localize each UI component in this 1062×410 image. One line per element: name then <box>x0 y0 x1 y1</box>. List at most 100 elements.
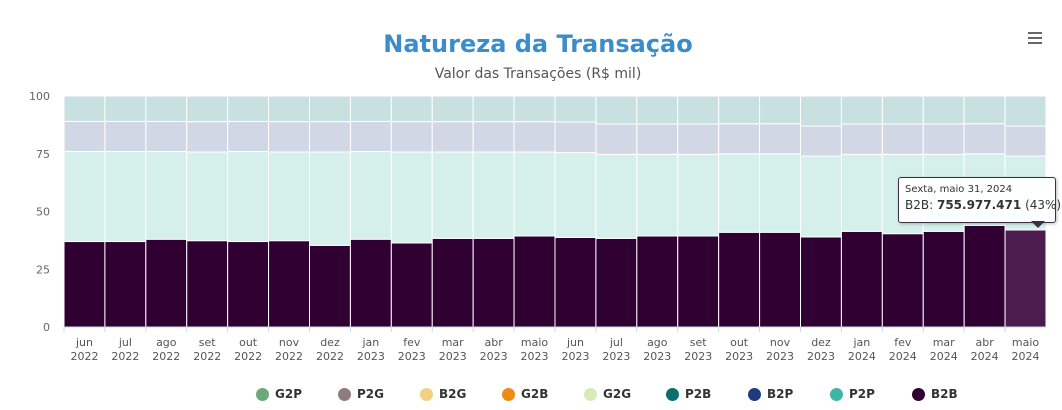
tooltip-value: 755.977.471 <box>936 198 1022 212</box>
x-tick-label-month: jul <box>609 336 623 349</box>
legend-label: P2G <box>357 387 384 401</box>
x-tick-label-year: 2022 <box>70 350 98 363</box>
bar-b2p <box>145 120 188 152</box>
x-tick-label-month: nov <box>279 336 300 349</box>
bar-b2b <box>268 240 311 328</box>
bar-b2p <box>636 123 679 155</box>
bar-b2p <box>513 121 556 153</box>
x-tick-label-month: out <box>239 336 258 349</box>
x-tick-label-month: jul <box>118 336 132 349</box>
x-tick-label-year: 2023 <box>561 350 589 363</box>
bar-b2p <box>227 120 270 152</box>
bar-b2b <box>963 224 1006 328</box>
x-tick-label-month: jan <box>852 336 870 349</box>
bar-p2b <box>718 95 761 125</box>
x-tick-label-month: abr <box>485 336 504 349</box>
legend-dot-icon <box>338 387 351 401</box>
bar-p2b <box>554 95 597 123</box>
bar-b2b <box>349 238 392 328</box>
x-tick-label-year: 2024 <box>848 350 876 363</box>
x-tick-label-year: 2023 <box>357 350 385 363</box>
x-tick-label-year: 2024 <box>930 350 958 363</box>
legend-item-g2b[interactable]: G2B <box>502 385 548 403</box>
bar-p2p <box>472 151 515 239</box>
bar-p2b <box>390 95 433 123</box>
x-tick-label-year: 2023 <box>521 350 549 363</box>
bar-p2p <box>349 150 392 240</box>
bar-p2b <box>186 95 229 123</box>
legend-item-b2b[interactable]: B2B <box>912 385 958 403</box>
legend-label: B2B <box>931 387 958 401</box>
legend-item-p2b[interactable]: P2B <box>666 385 711 403</box>
legend-dot-icon <box>420 387 433 401</box>
bar-p2p <box>309 151 351 246</box>
legend-dot-icon <box>748 387 761 401</box>
bar-p2p <box>145 150 188 240</box>
bar-b2b <box>636 235 679 328</box>
bar-b2b <box>186 240 229 328</box>
bar-b2p <box>63 120 106 152</box>
legend-item-b2g[interactable]: B2G <box>420 385 466 403</box>
legend-label: B2G <box>439 387 467 401</box>
x-tick-label-month: mar <box>442 336 464 349</box>
x-tick-label-year: 2023 <box>398 350 426 363</box>
bar-p2p <box>227 150 270 243</box>
bar-b2b <box>1004 229 1047 328</box>
x-tick-label-year: 2022 <box>111 350 139 363</box>
bar-b2b <box>922 230 965 328</box>
bar-p2b <box>1004 95 1047 127</box>
x-tick-label-year: 2023 <box>684 350 712 363</box>
bar-b2p <box>431 121 474 153</box>
x-tick-label-month: out <box>730 336 749 349</box>
bar-b2b <box>513 235 556 328</box>
bar-p2b <box>431 95 474 123</box>
x-tick-label-month: ago <box>156 336 177 349</box>
x-tick-label-year: 2023 <box>602 350 630 363</box>
legend-item-p2g[interactable]: P2G <box>338 385 384 403</box>
y-tick-label: 50 <box>36 206 50 219</box>
bar-p2b <box>963 95 1006 125</box>
bar-p2b <box>636 95 679 125</box>
x-tick-label-month: fev <box>894 336 912 349</box>
legend-dot-icon <box>584 387 597 401</box>
bar-b2b <box>472 237 515 328</box>
x-tick-label-month: ago <box>647 336 668 349</box>
x-tick-label-year: 2022 <box>193 350 221 363</box>
legend-dot-icon <box>666 387 679 401</box>
legend-label: P2P <box>849 387 875 401</box>
x-tick-label-year: 2023 <box>766 350 794 363</box>
bar-b2b <box>431 237 474 328</box>
legend-item-g2p[interactable]: G2P <box>256 385 302 403</box>
bar-p2p <box>63 150 106 243</box>
x-tick-label-year: 2024 <box>971 350 999 363</box>
bar-b2p <box>595 123 638 155</box>
bar-p2b <box>881 95 924 125</box>
legend: G2P P2G B2G G2B G2G P2B B2P P2P B2B <box>0 385 1062 403</box>
bar-p2b <box>268 95 311 123</box>
legend-dot-icon <box>256 387 269 401</box>
bar-p2p <box>636 153 679 237</box>
legend-item-g2g[interactable]: G2G <box>584 385 631 403</box>
bar-b2p <box>268 121 311 153</box>
bar-p2p <box>718 153 761 233</box>
legend-dot-icon <box>912 387 925 401</box>
bar-b2p <box>104 120 147 152</box>
legend-item-b2p[interactable]: B2P <box>748 385 793 403</box>
x-tick-label-month: maio <box>521 336 549 349</box>
bar-p2b <box>104 95 147 122</box>
bar-b2p <box>922 123 965 155</box>
legend-item-p2p[interactable]: P2P <box>830 385 875 403</box>
bar-b2b <box>554 236 597 328</box>
y-tick-label: 100 <box>29 90 50 103</box>
legend-label: P2B <box>685 387 712 401</box>
bar-b2p <box>390 121 433 153</box>
bar-b2b <box>840 230 883 328</box>
legend-label: G2G <box>603 387 632 401</box>
bar-p2b <box>472 95 515 123</box>
hamburger-menu-icon[interactable] <box>1028 32 1042 44</box>
bar-b2p <box>800 125 842 157</box>
bar-b2b <box>63 241 106 328</box>
bar-b2b <box>145 238 188 328</box>
bar-b2b <box>718 231 761 328</box>
